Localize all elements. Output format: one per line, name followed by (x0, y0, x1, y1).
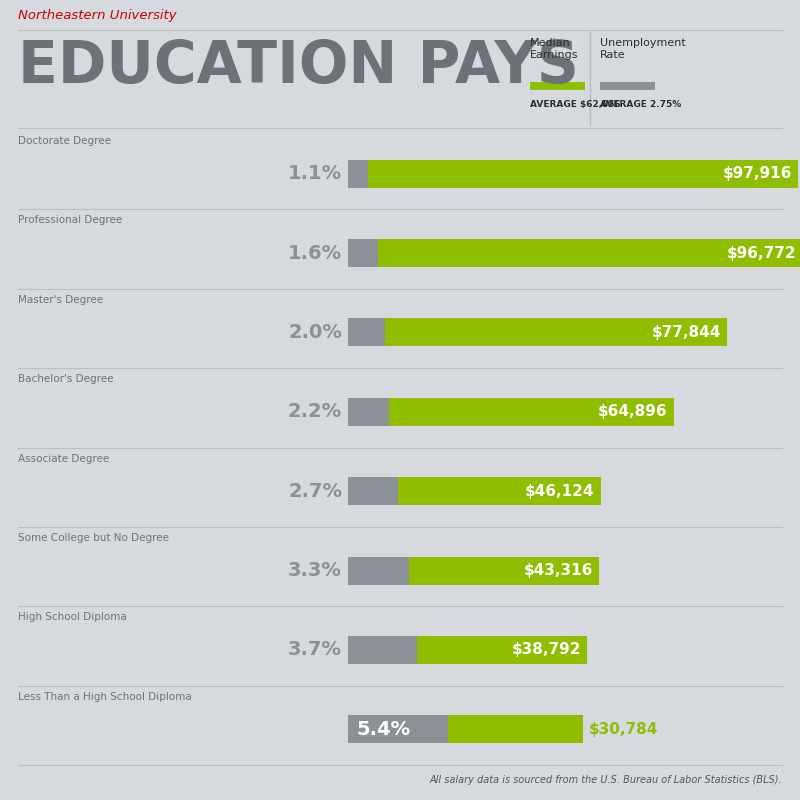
Text: $77,844: $77,844 (651, 325, 721, 340)
Bar (385, 318, 727, 346)
Bar (448, 715, 583, 743)
Text: 2.7%: 2.7% (288, 482, 342, 501)
Bar (530, 82, 585, 90)
Text: Professional Degree: Professional Degree (18, 215, 122, 226)
Bar (348, 239, 378, 267)
Text: $46,124: $46,124 (525, 484, 594, 498)
Bar (409, 557, 599, 585)
Text: AVERAGE $62,056: AVERAGE $62,056 (530, 100, 621, 109)
Bar (348, 715, 448, 743)
Text: 1.1%: 1.1% (288, 164, 342, 183)
Text: $97,916: $97,916 (723, 166, 792, 181)
Text: AVERAGE 2.75%: AVERAGE 2.75% (600, 100, 682, 109)
Text: $43,316: $43,316 (524, 563, 594, 578)
Text: $64,896: $64,896 (598, 404, 668, 419)
Text: Median
Earnings: Median Earnings (530, 38, 578, 60)
Text: Bachelor's Degree: Bachelor's Degree (18, 374, 114, 384)
Text: EDUCATION PAYS: EDUCATION PAYS (18, 38, 579, 95)
Bar (348, 557, 409, 585)
Text: Associate Degree: Associate Degree (18, 454, 110, 463)
Text: 3.7%: 3.7% (288, 641, 342, 659)
Bar (368, 160, 798, 188)
Text: Master's Degree: Master's Degree (18, 294, 103, 305)
Text: 1.6%: 1.6% (288, 243, 342, 262)
Text: 3.3%: 3.3% (288, 561, 342, 580)
Bar (348, 477, 398, 505)
Bar (378, 239, 800, 267)
Bar (398, 477, 601, 505)
Text: 2.2%: 2.2% (288, 402, 342, 422)
Text: All salary data is sourced from the U.S. Bureau of Labor Statistics (BLS).: All salary data is sourced from the U.S.… (430, 775, 782, 785)
Bar (348, 636, 417, 664)
Bar (417, 636, 587, 664)
Text: Less Than a High School Diploma: Less Than a High School Diploma (18, 692, 192, 702)
Text: High School Diploma: High School Diploma (18, 612, 126, 622)
Text: $38,792: $38,792 (511, 642, 581, 658)
Text: Some College but No Degree: Some College but No Degree (18, 533, 169, 543)
Bar (348, 398, 389, 426)
Text: 5.4%: 5.4% (356, 720, 410, 738)
Bar (600, 82, 655, 90)
Bar (389, 398, 674, 426)
Text: Northeastern University: Northeastern University (18, 9, 177, 22)
Bar (348, 160, 368, 188)
Bar (348, 318, 385, 346)
Text: Unemployment
Rate: Unemployment Rate (600, 38, 686, 60)
Text: $96,772: $96,772 (727, 246, 797, 261)
Text: 2.0%: 2.0% (288, 323, 342, 342)
Text: $30,784: $30,784 (589, 722, 658, 737)
Text: Doctorate Degree: Doctorate Degree (18, 136, 111, 146)
